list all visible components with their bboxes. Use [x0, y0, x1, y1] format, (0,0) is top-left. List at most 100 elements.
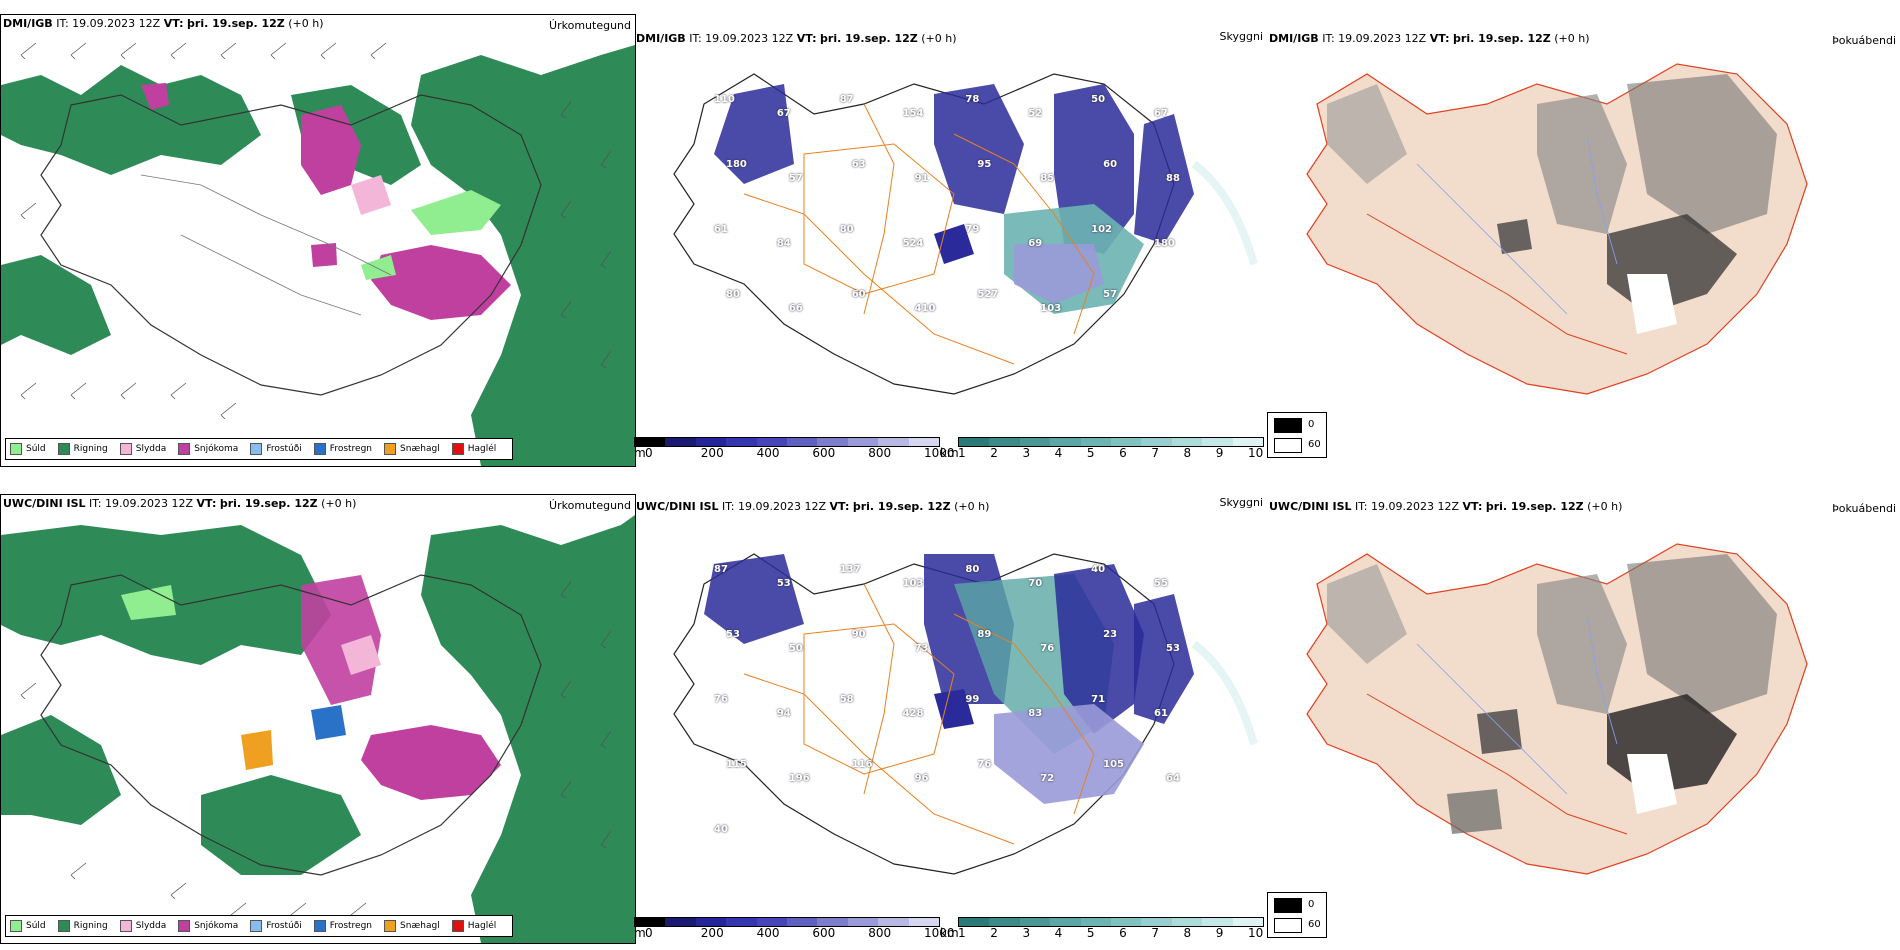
ceiling-value-label: 102: [1091, 224, 1113, 235]
colorbar-tick: 10: [1248, 446, 1264, 460]
visibility-colorbar-bottom: [958, 917, 1264, 927]
cloud-map-top: [1306, 63, 1808, 395]
cloud-header-top: DMI/IGB IT: 19.09.2023 12Z VT: þri. 19.s…: [1269, 32, 1590, 46]
ceiling-value-label: 63: [851, 159, 866, 170]
ceiling-value-label: 103: [902, 578, 924, 589]
legend-item-7: Haglél: [451, 443, 497, 455]
colorbar-tick: 1: [958, 446, 966, 460]
colorbar-tick: 3: [1022, 926, 1031, 940]
cloud-label-0: 0: [1308, 899, 1315, 910]
it-label: IT:: [1355, 500, 1368, 513]
legend-item-1: Rigning: [57, 920, 108, 932]
cloud-swatch-0: [1274, 418, 1302, 433]
visibility-map-top: [673, 73, 1258, 395]
colorbar-tick: 600: [812, 926, 836, 940]
legend-label: Rigning: [73, 444, 108, 454]
ceiling-value-label: 95: [977, 159, 992, 170]
legend-swatch: [384, 920, 397, 932]
model-name: UWC/DINI ISL: [636, 500, 719, 513]
cloud-panel-bottom: UWC/DINI ISL IT: 19.09.2023 12Z VT: þri.…: [1267, 494, 1900, 942]
legend-label: Frostregn: [329, 921, 373, 931]
colorbar-tick: 2: [990, 926, 998, 940]
cloud-label-60: 60: [1308, 919, 1321, 930]
legend-label: Slydda: [135, 444, 167, 454]
it-label: IT:: [689, 32, 702, 45]
legend-swatch: [250, 920, 263, 932]
colorbar-tick: 5: [1086, 926, 1095, 940]
ceiling-value-label: 76: [977, 759, 992, 770]
colorbar-tick: 6: [1119, 926, 1127, 940]
precip-legend-bottom: Súld Rigning Slydda Snjókoma Frostúði Frostre…: [5, 915, 514, 937]
ceiling-value-label: 80: [965, 564, 980, 575]
legend-item-1: Rigning: [57, 443, 108, 455]
colorbar-step-4: [756, 918, 788, 926]
ceiling-value-label: 71: [1091, 694, 1106, 705]
ceiling-value-label: 83: [1028, 708, 1043, 719]
ceiling-value-label: 76: [714, 694, 728, 705]
colorbar-step-2: [1019, 438, 1051, 446]
cloud-legend-bottom: 0 60: [1267, 892, 1327, 938]
ceiling-value-label: 180: [1154, 238, 1175, 249]
ceiling-value-label: 87: [839, 94, 854, 105]
legend-swatch: [313, 443, 326, 455]
it-value: 19.09.2023 12Z: [1338, 32, 1427, 45]
panel-title-precip: Úrkomutegund: [549, 19, 631, 32]
colorbar-tick: 0: [645, 926, 653, 940]
it-value: 19.09.2023 12Z: [738, 500, 827, 513]
colorbar-tick: 1: [958, 926, 966, 940]
vt-value: þri. 19.sep. 12Z: [1485, 500, 1584, 513]
colorbar-step-8: [1202, 918, 1233, 926]
colorbar-tick: 6: [1119, 446, 1127, 460]
ceiling-value-label: 110: [714, 94, 735, 105]
colorbar-tick: 400: [756, 446, 780, 460]
colorbar-tick: 200: [700, 446, 724, 460]
ceiling-value-label: 52: [1028, 108, 1043, 119]
ceiling-value-label: 55: [1154, 578, 1168, 589]
legend-item-2: Slydda: [119, 920, 166, 932]
ceiling-value-label: 67: [1154, 108, 1168, 119]
colorbar-step-6: [817, 918, 848, 926]
ceiling-value-label: 410: [914, 303, 936, 314]
colorbar-step-2: [1019, 918, 1051, 926]
model-name: DMI/IGB: [636, 32, 686, 45]
ceiling-value-label: 180: [726, 159, 747, 170]
colorbar-tick: 9: [1215, 926, 1224, 940]
it-label: IT:: [1322, 32, 1335, 45]
colorbar-step-3: [726, 438, 757, 446]
legend-label: Haglél: [467, 444, 497, 454]
legend-label: Frostregn: [329, 444, 373, 454]
colorbar-step-5: [787, 918, 818, 926]
colorbar-step-6: [1141, 438, 1172, 446]
precip-panel-bottom: UWC/DINI ISL IT: 19.09.2023 12Z VT: þri.…: [0, 494, 636, 944]
legend-item-3: Snjókoma: [178, 920, 238, 932]
vt-label: VT:: [163, 17, 184, 30]
ceiling-value-label: 84: [776, 238, 791, 249]
legend-item-0: Súld: [10, 443, 46, 455]
colorbar-step-0: [635, 438, 666, 446]
visibility-header-bottom: UWC/DINI ISL IT: 19.09.2023 12Z VT: þri.…: [636, 500, 989, 514]
colorbar-step-8: [878, 918, 909, 926]
ceiling-ticks-top: 0 200 400 600 800 1000: [645, 446, 955, 460]
colorbar-tick: 4: [1054, 926, 1063, 940]
model-name: DMI/IGB: [1269, 32, 1319, 45]
colorbar-tick: 200: [700, 926, 724, 940]
vt-label: VT:: [1462, 500, 1483, 513]
vt-label: VT:: [1429, 32, 1450, 45]
it-label: IT:: [89, 497, 102, 510]
colorbar-tick: 2: [990, 446, 998, 460]
legend-item-0: Súld: [10, 920, 46, 932]
ceiling-value-label: 115: [726, 759, 747, 770]
panel-title-cloud: Þokuábendi: [1832, 502, 1896, 515]
ceiling-colorbar-top: [634, 437, 940, 447]
colorbar-step-9: [908, 918, 940, 926]
legend-swatch: [119, 920, 132, 932]
cloud-legend-top: 0 60: [1267, 412, 1327, 458]
precip-panel-top: DMI/IGB IT: 19.09.2023 12Z VT: þri. 19.s…: [0, 14, 636, 467]
ceiling-value-label: 90: [851, 629, 866, 640]
ceiling-value-label: 80: [726, 289, 740, 300]
cloud-map-bottom: [1306, 543, 1808, 875]
it-value: 19.09.2023 12Z: [705, 32, 794, 45]
colorbar-step-9: [1232, 918, 1264, 926]
colorbar-step-9: [908, 438, 940, 446]
legend-swatch: [57, 443, 70, 455]
